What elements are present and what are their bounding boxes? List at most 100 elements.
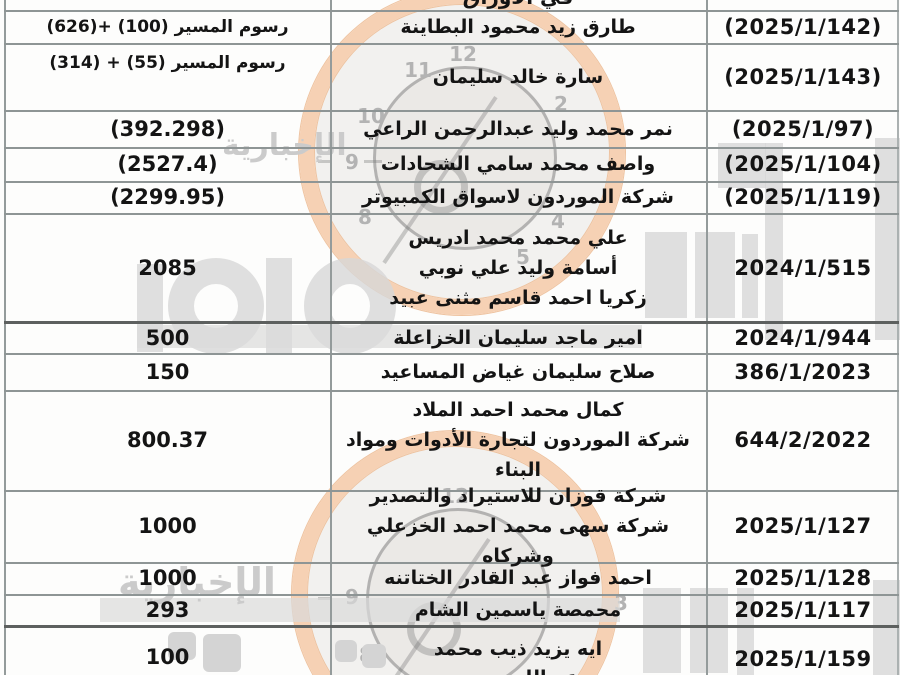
defendant-name: محمصة ياسمين الشام [414,598,622,621]
name-cell: سارة خالد سليمان [330,43,706,110]
case-number-cell: (2025/1/97) [731,116,875,141]
watermark-letter-shape [718,143,766,188]
clipped-header-text: في الأوراق [330,0,706,9]
defendant-name: نمر محمد وليد عبدالرحمن الراعي [363,117,673,140]
defendant-name: شركة الموردون لتجارة الأدوات ومواد [346,429,690,451]
case-number-cell: (2025/1/142) [724,14,882,39]
row-line [4,43,899,45]
name-cell: علي محمد محمد ادريس أسامة وليد علي نوبي … [330,213,706,322]
name-cell: احمد فواز عبد القادر الختاتنه [330,562,706,594]
amount-cell: (2299.95) [110,185,225,209]
name-cell: شركة الموردون لاسواق الكمبيوتر [330,181,706,213]
name-cell: محمصة ياسمين الشام [330,594,706,625]
table-row: 150 صلاح سليمان غياض المساعيد 386/1/2023 [0,353,900,390]
clock-numeral-12-lower: 12 [441,484,469,508]
clipped-header-row: في الأوراق [330,0,706,10]
amount-cell: (626)+ (100) رسوم المسير [46,16,289,37]
amount-cell: (314) + (55) رسوم المسير [49,53,286,73]
watermark-dot [203,634,241,672]
amount-cell: (2527.4) [117,152,218,176]
watermark-letter-shape [643,588,681,673]
case-number-cell: (2025/1/143) [724,64,882,89]
name-cell: كمال محمد احمد الملاد شركة الموردون لتجا… [330,390,706,490]
watermark-dot [362,644,386,668]
watermark-letter-shape [690,588,728,673]
amount-cell: 1000 [138,566,197,590]
defendant-name: شركة الموردون لاسواق الكمبيوتر [362,186,674,208]
defendant-name: صلاح سليمان غياض المساعيد [380,360,656,383]
name-cell: شركة قوزان للاستيراد والتصدير شركة سهى م… [330,485,706,567]
table-border-left [4,0,6,675]
row-line [4,181,899,183]
column-divider-amount-name [330,0,332,675]
row-line [4,390,899,392]
defendant-name-clipped: عبدالله محمد [458,664,578,675]
clock-numeral-10-upper: 10 [357,104,385,128]
defendant-name: كمال محمد احمد الملاد [412,399,624,421]
defendant-name: شركة سهى محمد احمد الخزعلي وشركاه [366,515,670,567]
clock-numeral-11-upper: 11 [404,58,432,82]
name-cell: ايه يزيد ذيب محمد عبدالله محمد [330,625,706,675]
table-row: 1000 شركة قوزان للاستيراد والتصدير شركة … [0,485,900,567]
amount-cell: (392.298) [110,116,225,141]
case-number-cell: 2024/1/944 [734,325,872,350]
clock-tick-9-upper-b [364,160,382,163]
clock-inner-ring-lower [366,508,550,675]
watermark-letter-shape [737,588,754,675]
row-line [4,353,899,355]
case-number-cell: 2024/1/515 [734,255,872,280]
clock-numeral-12-upper: 12 [449,42,477,66]
watermark-letter-shape [695,232,735,318]
defendant-name: طارق زيد محمود البطاينة [400,15,636,38]
defendant-name: زكريا احمد قاسم مثنى عبيد [389,286,647,309]
clock-inner-ring-upper [373,66,557,250]
case-number-cell: (2025/1/104) [724,152,882,176]
clock-numeral-5-upper: 5 [516,245,530,269]
defendant-name: ايه يزيد ذيب محمد [433,638,603,660]
case-number-cell: 386/1/2023 [734,359,872,384]
clock-numeral-9-upper: 9 [345,150,359,174]
defendant-name: سارة خالد سليمان [432,65,604,88]
row-line [4,594,899,596]
table-border-right [897,0,899,675]
amount-cell: 100 [145,645,190,669]
row-line [4,490,899,492]
clock-numeral-8-upper: 8 [358,205,372,229]
table-row: (392.298) نمر محمد وليد عبدالرحمن الراعي… [0,110,900,147]
defendant-name: امير ماجد سليمان الخزاعلة [393,326,643,349]
defendant-name: شركة قوزان للاستيراد والتصدير [369,485,667,507]
name-cell: واصف محمد سامي الشحادات [330,147,706,181]
table-row: 500 امير ماجد سليمان الخزاعلة 2024/1/944 [0,322,900,353]
amount-cell: 293 [145,597,190,622]
watermark-news-word-upper: الإخبارية [222,128,347,163]
watermark-baseline-band-lower [100,598,620,622]
amount-cell: 1000 [138,514,197,538]
defendant-name: علي محمد محمد ادريس [408,226,628,249]
table-row: 1000 احمد فواز عبد القادر الختاتنه 2025/… [0,562,900,594]
defendant-name: واصف محمد سامي الشحادات [380,153,656,175]
table-row: 800.37 كمال محمد احمد الملاد شركة المورد… [0,390,900,490]
amount-cell: 500 [145,325,190,350]
watermark-letter-shape [645,232,687,318]
row-line [4,147,899,149]
amount-cell: 150 [145,359,190,384]
defendant-name: أسامة وليد علي نوبي [418,256,618,279]
case-number-cell: 644/2/2022 [734,428,872,452]
name-cell: نمر محمد وليد عبدالرحمن الراعي [330,110,706,147]
row-line [4,321,899,324]
table-row: (2527.4) واصف محمد سامي الشحادات (2025/1… [0,147,900,181]
row-line [4,213,899,215]
watermark-dot [335,640,357,662]
case-number-cell: 2025/1/159 [734,647,872,671]
table-row: 100 ايه يزيد ذيب محمد عبدالله محمد 2025/… [0,625,900,675]
table-row: 293 محمصة ياسمين الشام 2025/1/117 [0,594,900,625]
amount-cell: 800.37 [126,428,209,452]
name-cell: طارق زيد محمود البطاينة [330,10,706,43]
watermark-news-word-lower: الإخبارية [118,560,276,604]
row-line [4,562,899,564]
watermark-letter-shape [875,138,900,340]
name-cell: امير ماجد سليمان الخزاعلة [330,322,706,353]
clock-numeral-4-upper: 4 [551,209,565,233]
watermark-dot [168,632,196,660]
